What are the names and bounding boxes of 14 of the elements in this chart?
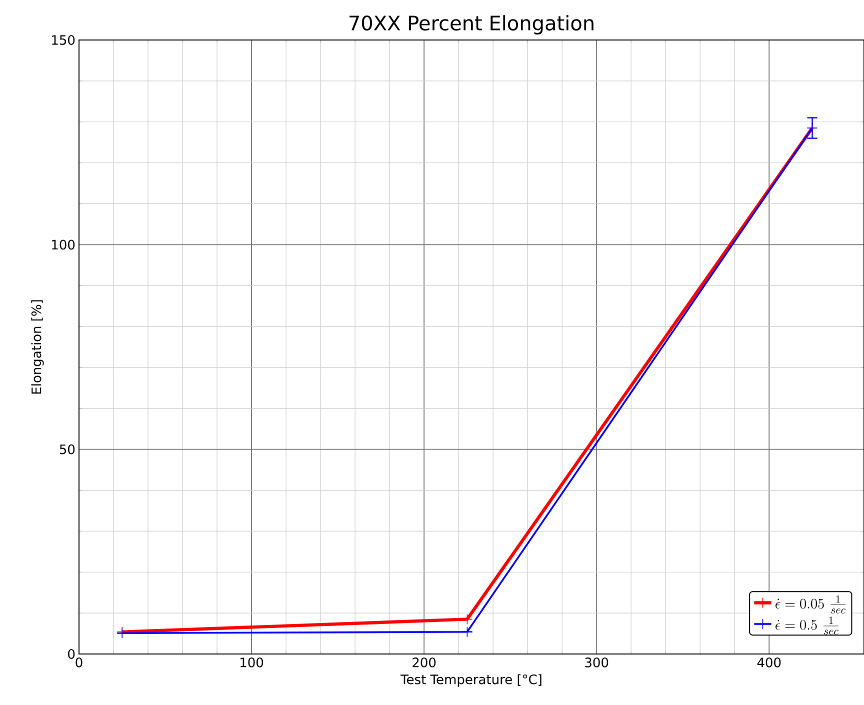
y-tick-label: 100 bbox=[52, 240, 75, 250]
x-tick-label: 200 bbox=[412, 658, 436, 668]
y-axis-title: Elongation [%] bbox=[31, 300, 44, 394]
x-tick-label: 400 bbox=[757, 658, 781, 668]
legend-label: $\dot{\epsilon}=0.05\ \frac{1}{sec}$ bbox=[776, 595, 846, 614]
x-tick-label: 0 bbox=[76, 658, 82, 668]
chart-title: 70XX Percent Elongation bbox=[350, 15, 594, 34]
y-tick-label: 150 bbox=[52, 35, 75, 45]
x-tick-label: 300 bbox=[585, 658, 608, 668]
y-tick-label: 0 bbox=[68, 649, 75, 659]
x-tick-label: 100 bbox=[240, 658, 264, 668]
x-axis-title: Test Temperature [°C] bbox=[400, 674, 542, 687]
legend-label: $\dot{\epsilon}=0.5\ \frac{1}{sec}$ bbox=[776, 616, 838, 635]
y-tick-label: 50 bbox=[60, 444, 75, 454]
